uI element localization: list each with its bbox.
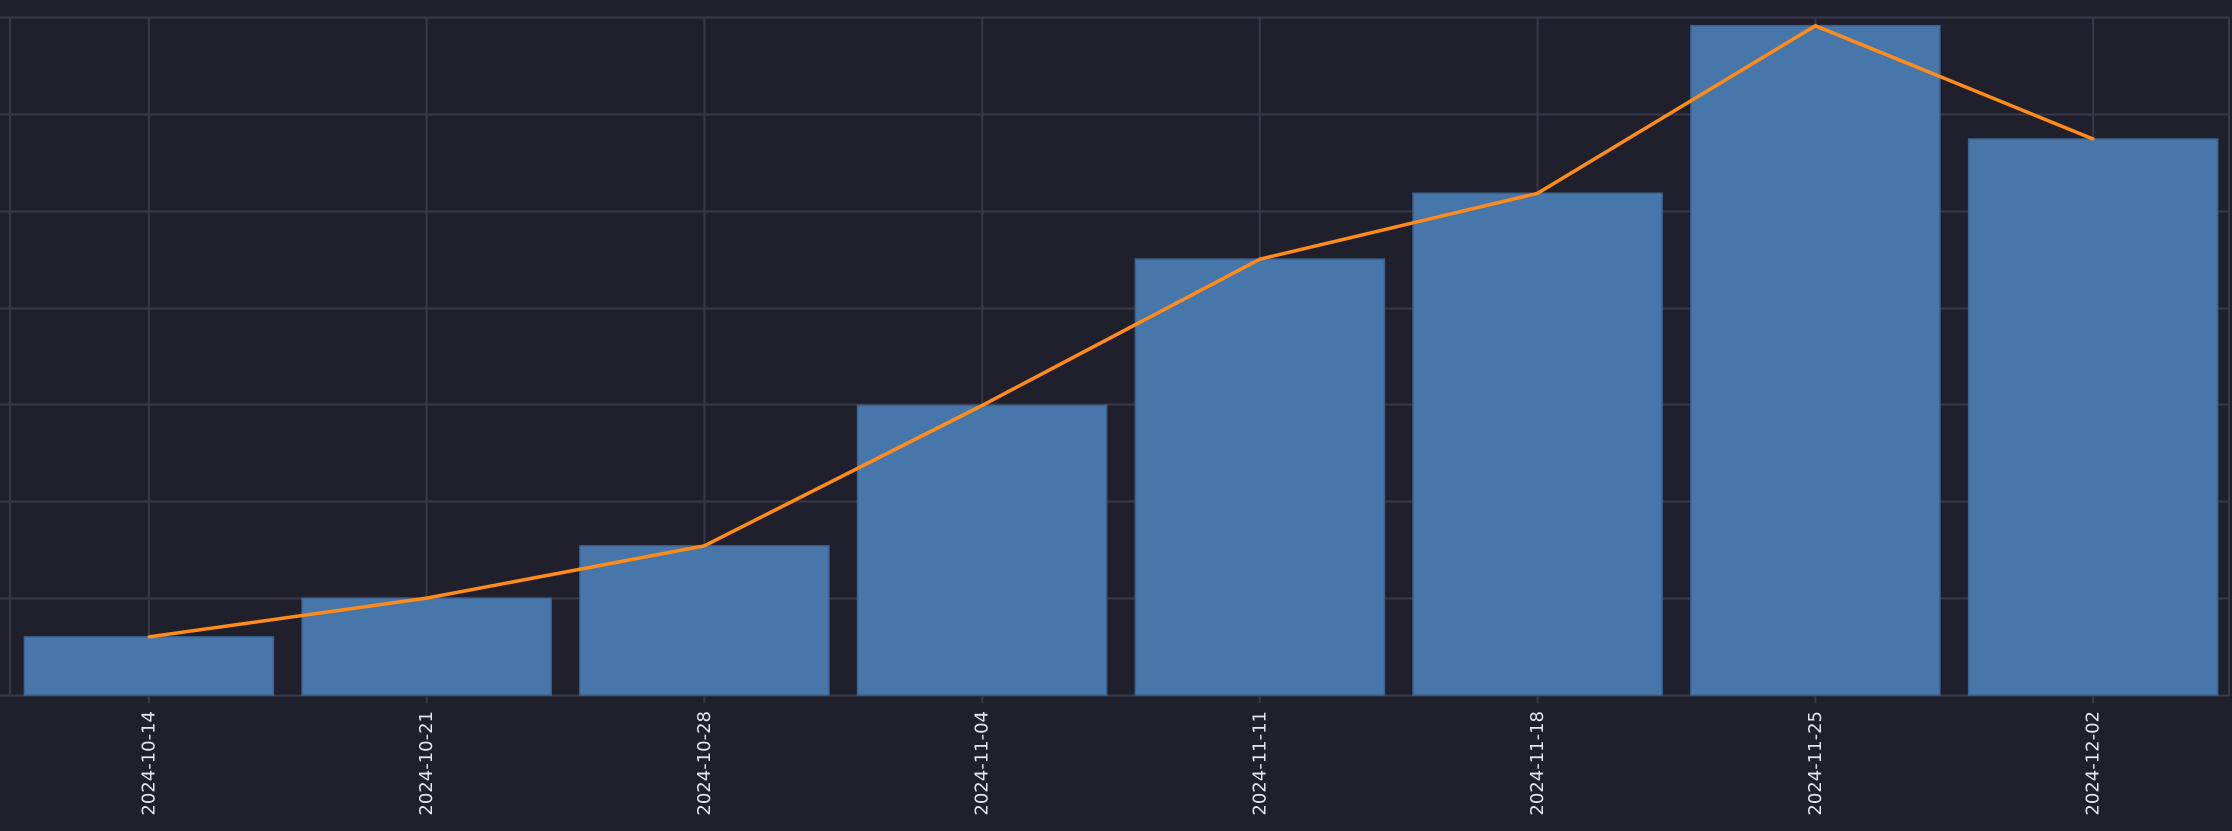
x-tick-label: 2024-10-14	[138, 711, 159, 816]
bar-2024-11-25	[1690, 24, 1941, 696]
line-point-2024-10-14	[147, 635, 151, 639]
x-tick-label: 2024-11-25	[1805, 711, 1826, 816]
bars	[23, 24, 2219, 696]
line-point-2024-11-04	[980, 403, 984, 407]
line-point-2024-12-02	[2091, 137, 2095, 141]
x-tick-label: 2024-10-21	[416, 711, 437, 816]
x-tick-label: 2024-11-18	[1527, 711, 1548, 816]
bar-2024-10-14	[23, 636, 275, 696]
line-point-2024-11-25	[1813, 24, 1817, 28]
line-series	[147, 23, 2095, 639]
bar-2024-11-11	[1134, 258, 1386, 696]
x-tick-label: 2024-11-11	[1249, 711, 1270, 816]
x-axis-ticks: 2024-10-14 2024-10-21 2024-10-28 2024-11-04…	[138, 711, 2103, 816]
line-point-2024-11-18	[1536, 191, 1540, 195]
line-point-2024-10-28	[702, 544, 706, 548]
x-tick-label: 2024-12-02	[2083, 711, 2104, 816]
x-tick-label: 2024-11-04	[972, 711, 993, 816]
line-point-2024-11-11	[1258, 257, 1262, 261]
x-tick-label: 2024-10-28	[694, 711, 715, 816]
line-point-2024-10-21	[425, 596, 429, 600]
bar-2024-11-18	[1412, 192, 1663, 696]
bar-2024-10-28	[579, 545, 830, 696]
bar-2024-12-02	[1967, 138, 2219, 696]
bar-2024-10-21	[301, 597, 552, 696]
line-path	[148, 23, 2094, 639]
